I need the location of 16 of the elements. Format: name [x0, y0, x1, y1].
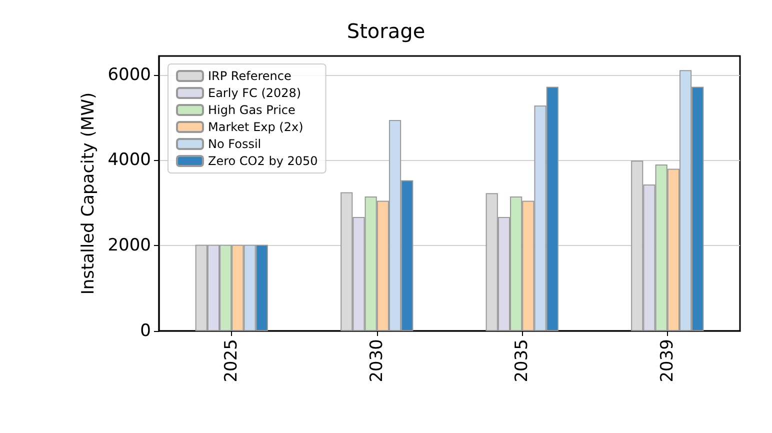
x-tick-label: 2030	[366, 339, 387, 382]
legend-label: No Fossil	[208, 137, 262, 151]
legend-label: Market Exp (2x)	[208, 120, 304, 134]
legend-label: Early FC (2028)	[208, 86, 302, 100]
y-tick-label: 2000	[108, 236, 151, 256]
legend-label: High Gas Price	[208, 103, 296, 117]
chart-title: Storage	[346, 19, 426, 43]
x-tick-label: 2039	[657, 339, 678, 382]
y-axis-title: Installed Capacity (MW)	[78, 92, 98, 295]
x-tick-label: 2025	[222, 339, 242, 382]
x-tick-label: 2035	[512, 339, 532, 382]
legend-label: Zero CO2 by 2050	[208, 154, 318, 168]
y-tick-label: 6000	[108, 64, 151, 85]
y-tick-label: 0	[140, 321, 151, 341]
y-tick-label: 4000	[108, 150, 151, 170]
legend-label: IRP Reference	[208, 69, 292, 83]
